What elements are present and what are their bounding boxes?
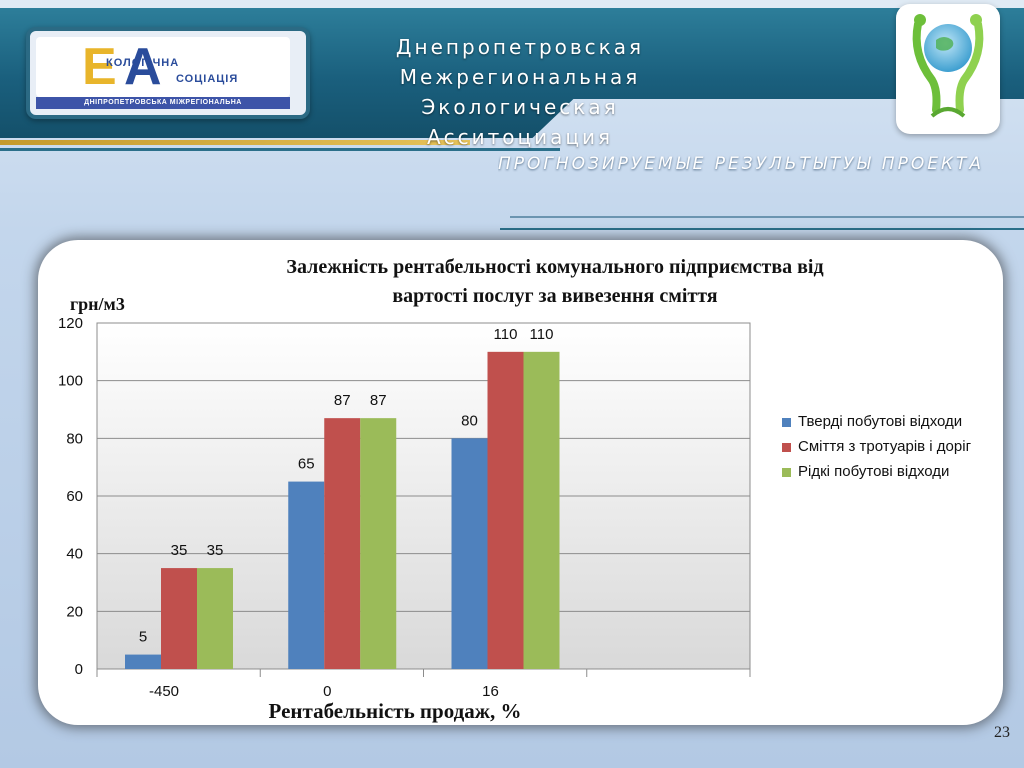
bar-value-label: 87 [334, 392, 351, 409]
bar [324, 418, 361, 669]
header-top-strip [0, 0, 1024, 8]
legend-swatch [782, 443, 791, 452]
bar-value-label: 110 [530, 326, 554, 343]
logo-word-ecological: КОЛОГІЧНА [106, 57, 180, 69]
legend-swatch [782, 468, 791, 477]
org-title-line-3: Асситоциация [426, 125, 614, 149]
bar [523, 351, 560, 669]
x-axis-title: Рентабельність продаж, % [268, 699, 522, 723]
y-axis-unit-label: грн/м3 [70, 294, 125, 314]
y-tick-label: 120 [58, 315, 83, 332]
bar [197, 568, 233, 669]
decor-gold-stripe [0, 140, 470, 145]
page-number: 23 [994, 724, 1010, 741]
chart-title-line-2: вартості послуг за вивезення сміття [392, 285, 718, 307]
bar-value-label: 35 [207, 542, 224, 559]
bar-value-label: 35 [171, 542, 188, 559]
y-tick-label: 40 [66, 546, 83, 563]
bar [161, 568, 197, 669]
bar [451, 438, 488, 669]
legend-item: Сміття з тротуарів і доріг [782, 437, 1012, 456]
decor-step-2 [510, 138, 1024, 218]
association-logo: Е А КОЛОГІЧНА СОЦІАЦІЯ ДНІПРОПЕТРОВСЬКА … [26, 27, 310, 119]
x-tick-label: -450 [149, 683, 179, 700]
org-title-line-2: Межрегиональная Экологическая [399, 65, 641, 119]
logo-inner: Е А КОЛОГІЧНА СОЦІАЦІЯ [36, 37, 290, 97]
bar [360, 418, 397, 669]
bar-value-label: 80 [461, 412, 478, 429]
y-tick-label: 80 [66, 430, 83, 447]
logo-subtitle: ДНІПРОПЕТРОВСЬКА МІЖРЕГІОНАЛЬНА [36, 97, 290, 109]
bar-value-label: 87 [370, 392, 387, 409]
org-title-line-1: Днепропетровская [395, 35, 645, 59]
decor-step-1 [500, 138, 1024, 230]
bar-value-label: 65 [298, 456, 315, 473]
chart-title: Залежність рентабельності комунального п… [150, 253, 960, 311]
y-tick-label: 0 [75, 661, 83, 678]
bar [125, 654, 161, 669]
bar-value-label: 5 [139, 629, 147, 646]
x-tick-label: 0 [323, 683, 331, 700]
logo-word-association: СОЦІАЦІЯ [176, 73, 239, 85]
decor-teal-stripe [0, 148, 560, 151]
legend-label: Сміття з тротуарів і доріг [798, 438, 972, 455]
chart-legend: Тверді побутові відходи Сміття з тротуар… [782, 412, 1012, 487]
slide-subtitle: ПРОГНОЗИРУЕМЫЕ РЕЗУЛЬТЫТУЫ ПРОЕКТА [498, 154, 985, 174]
bar-value-label: 110 [494, 326, 518, 343]
y-tick-label: 20 [66, 603, 83, 620]
logo-letter-e: Е [82, 38, 117, 96]
organization-title: Днепропетровская Межрегиональная Экологи… [310, 32, 730, 152]
x-tick-label: 16 [482, 683, 499, 700]
y-tick-label: 60 [66, 488, 83, 505]
eco-globe-people-icon [896, 4, 1000, 134]
legend-label: Рідкі побутові відходи [798, 463, 950, 480]
y-tick-label: 100 [58, 373, 83, 390]
legend-item: Тверді побутові відходи [782, 412, 1012, 431]
legend-item: Рідкі побутові відходи [782, 462, 1012, 481]
legend-swatch [782, 418, 791, 427]
bar [288, 481, 325, 669]
logo-letter-a: А [124, 38, 162, 96]
legend-label: Тверді побутові відходи [798, 413, 963, 430]
bar [487, 351, 524, 669]
chart-title-line-1: Залежність рентабельності комунального п… [286, 256, 824, 278]
